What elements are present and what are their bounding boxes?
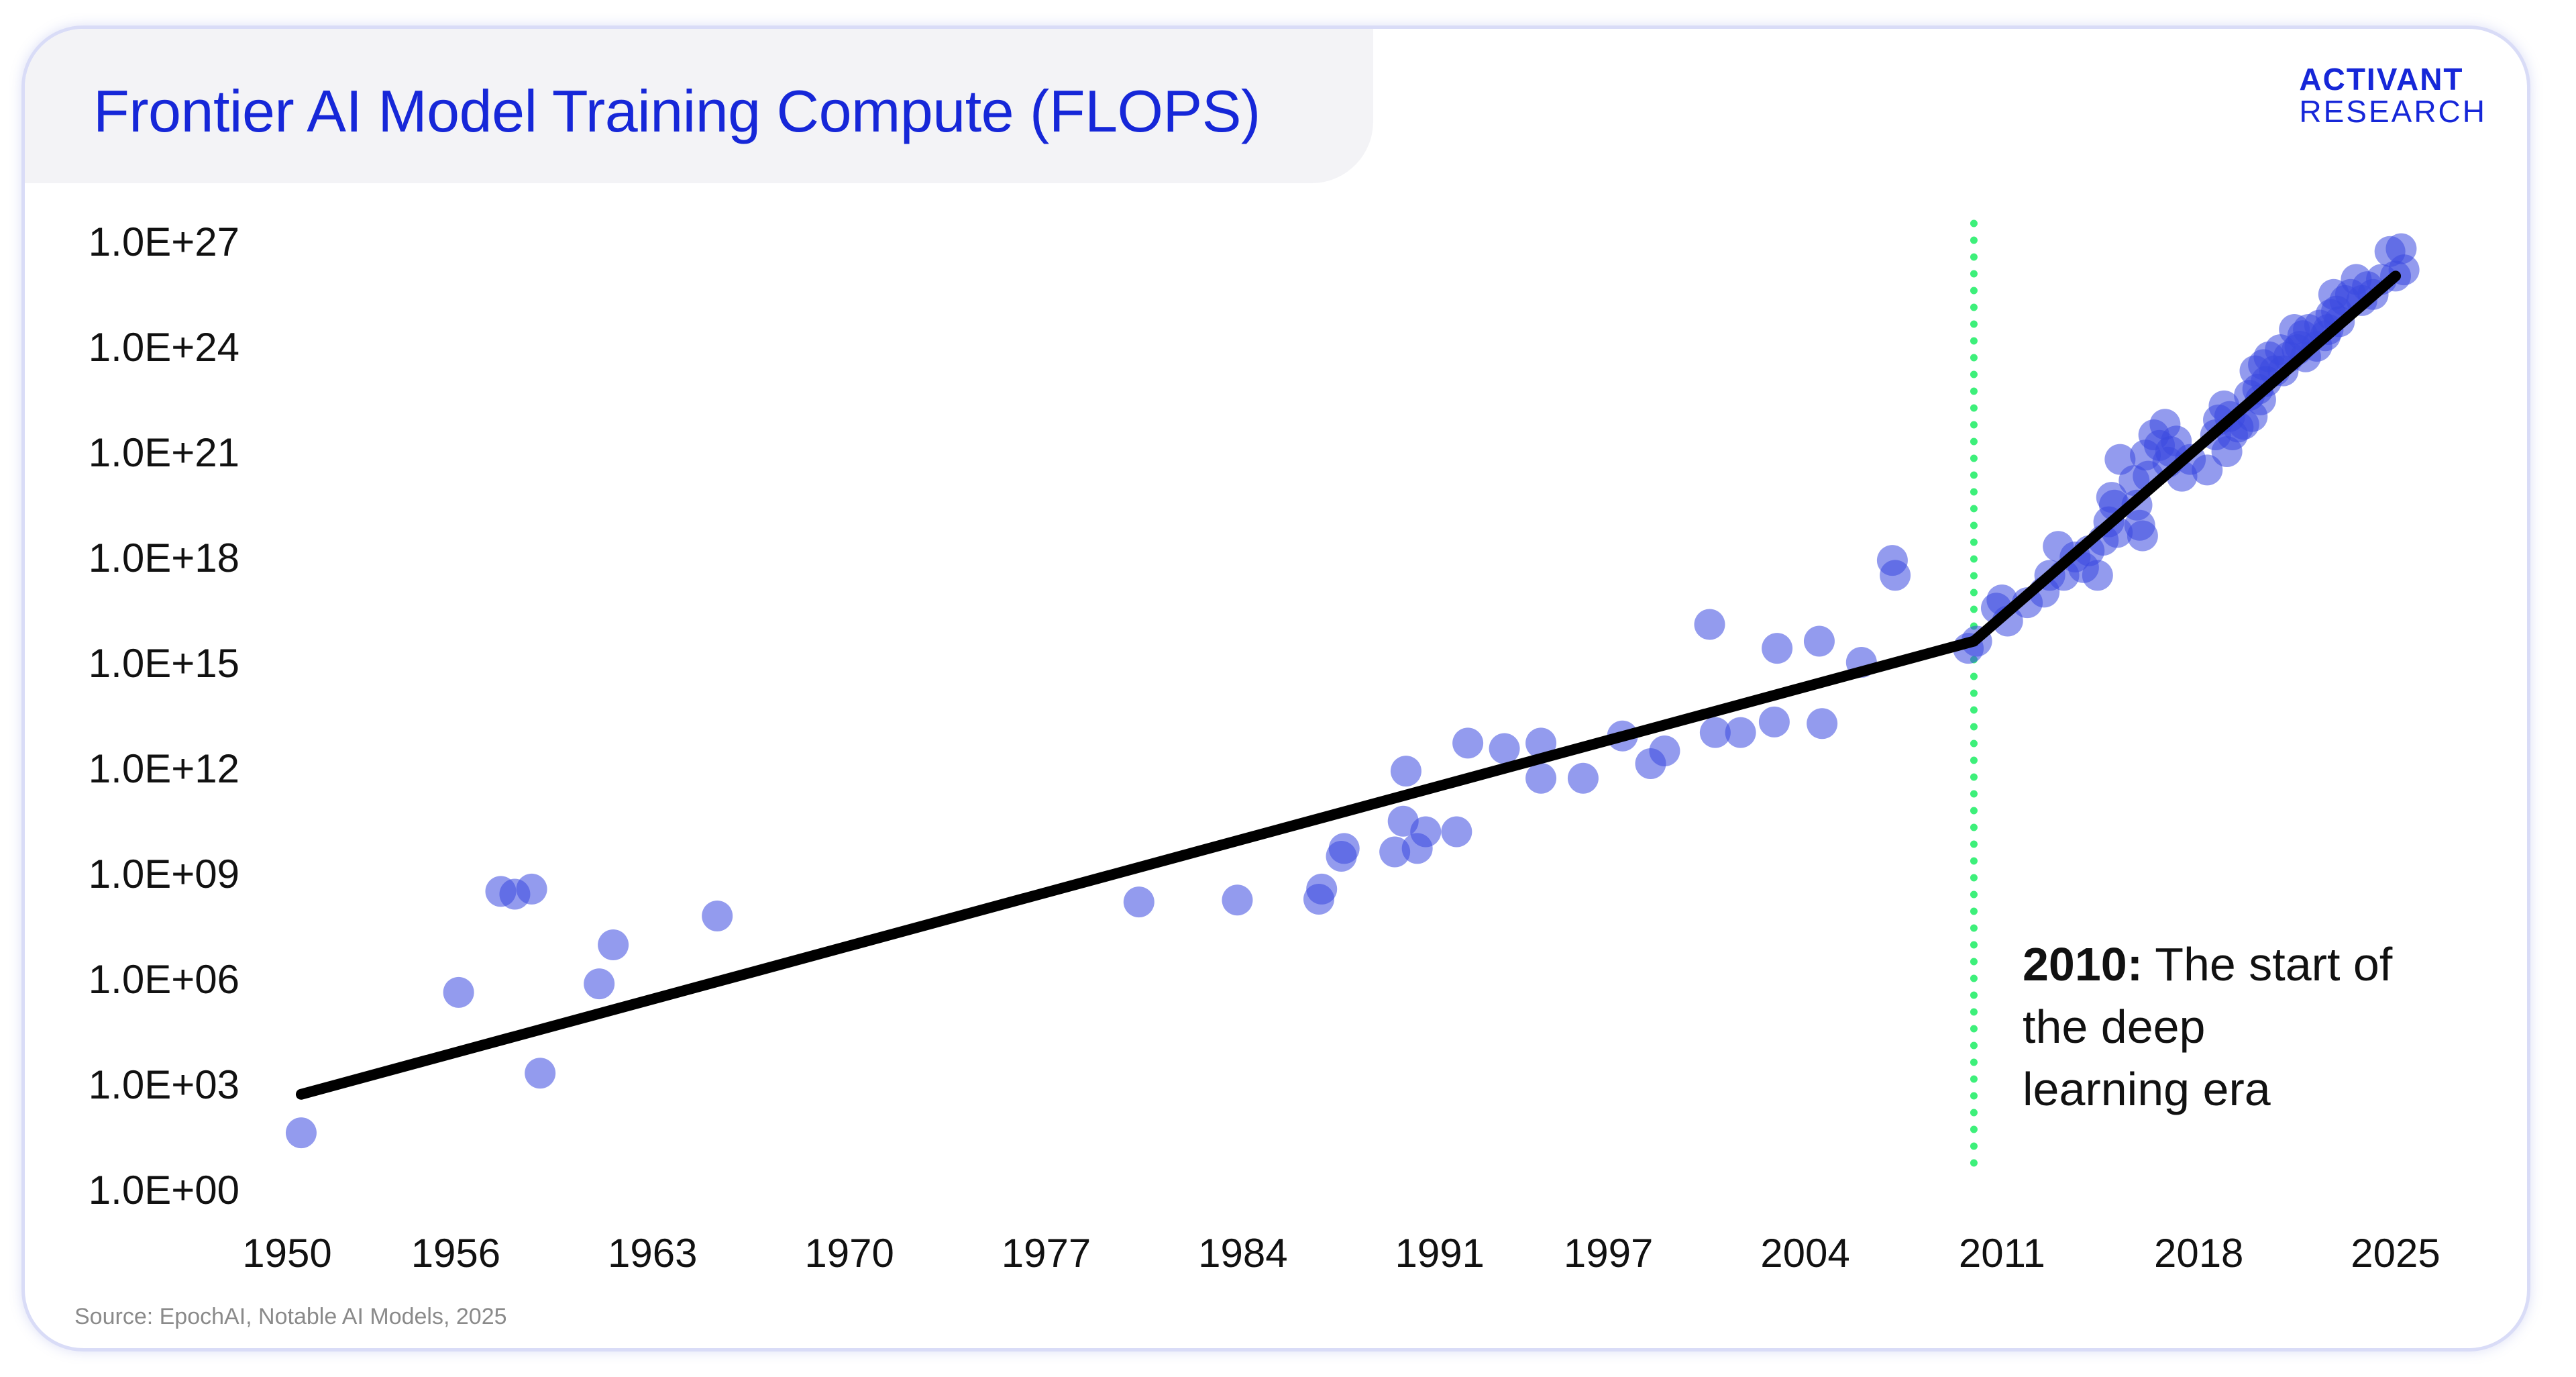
data-point <box>516 873 547 905</box>
data-point <box>1725 717 1756 748</box>
data-point <box>1803 625 1835 657</box>
data-point <box>1758 706 1790 737</box>
chart-title: Frontier AI Model Training Compute (FLOP… <box>93 78 1260 144</box>
y-tick-label: 1.0E+15 <box>89 641 239 686</box>
annotation-line-1: 2010: The start of <box>2023 938 2393 990</box>
data-point <box>1699 717 1731 748</box>
data-point <box>1222 884 1253 916</box>
data-point <box>1441 816 1472 848</box>
data-point <box>2192 454 2223 486</box>
scatter-chart: 1.0E+00 1.0E+03 1.0E+06 1.0E+09 1.0E+12 1.0E+… <box>89 219 2440 1276</box>
x-axis-ticks: 1950 1956 1963 1970 1977 1984 1991 1997 2004 2011… <box>242 1231 2440 1276</box>
data-point <box>2127 520 2158 552</box>
annotation-line-2: the deep <box>2023 1001 2205 1053</box>
data-point <box>1452 727 1484 759</box>
y-tick-label: 1.0E+03 <box>89 1062 239 1107</box>
data-point <box>525 1058 556 1089</box>
data-point <box>285 1117 317 1149</box>
x-tick-label: 2018 <box>2154 1231 2243 1276</box>
data-point <box>1807 708 1838 740</box>
data-point <box>1762 633 1793 664</box>
x-tick-label: 1956 <box>411 1231 500 1276</box>
data-point <box>1694 609 1725 640</box>
y-tick-label: 1.0E+09 <box>89 852 239 897</box>
x-tick-label: 1991 <box>1395 1231 1484 1276</box>
trend-lines <box>295 270 2402 1100</box>
title-tab: Frontier AI Model Training Compute (FLOP… <box>25 29 1373 183</box>
x-tick-label: 1977 <box>1002 1231 1091 1276</box>
logo-line-2: RESEARCH <box>2299 94 2487 129</box>
data-point <box>584 968 615 1000</box>
data-point <box>1306 873 1338 905</box>
x-tick-label: 1984 <box>1198 1231 1287 1276</box>
y-tick-label: 1.0E+06 <box>89 957 239 1002</box>
source-note: Source: EpochAI, Notable AI Models, 2025 <box>74 1304 507 1329</box>
data-point <box>443 976 474 1008</box>
data-point <box>1880 560 1911 591</box>
trend-line <box>295 635 1980 1100</box>
data-point <box>1123 886 1155 918</box>
y-tick-label: 1.0E+24 <box>89 325 239 370</box>
x-tick-label: 2025 <box>2351 1231 2440 1276</box>
y-tick-label: 1.0E+18 <box>89 536 239 580</box>
annotation-year: 2010: <box>2023 938 2143 990</box>
y-tick-label: 1.0E+12 <box>89 746 239 791</box>
logo-line-1: ACTIVANT <box>2299 62 2464 97</box>
data-point <box>1567 762 1599 794</box>
y-axis-ticks: 1.0E+00 1.0E+03 1.0E+06 1.0E+09 1.0E+12 1.0E+… <box>89 219 239 1213</box>
x-tick-label: 2004 <box>1760 1231 1849 1276</box>
annotation: 2010: The start of the deep learning era <box>2023 938 2393 1115</box>
trend-line <box>1968 270 2402 647</box>
annotation-line-3: learning era <box>2023 1063 2271 1115</box>
data-point <box>702 900 733 931</box>
data-point <box>1525 762 1557 794</box>
data-point <box>1410 816 1442 848</box>
x-tick-label: 2011 <box>1959 1231 2045 1276</box>
x-tick-label: 1997 <box>1564 1231 1653 1276</box>
chart-card: Frontier AI Model Training Compute (FLOP… <box>21 26 2530 1352</box>
x-tick-label: 1970 <box>804 1231 894 1276</box>
data-point <box>1390 756 1421 787</box>
data-point <box>2082 560 2113 591</box>
x-tick-label: 1950 <box>242 1231 331 1276</box>
annotation-text: The start of <box>2143 938 2393 990</box>
data-point <box>1489 733 1520 764</box>
y-tick-label: 1.0E+21 <box>89 430 239 475</box>
data-points <box>285 233 2420 1149</box>
data-point <box>598 929 629 961</box>
data-point <box>1649 735 1680 767</box>
y-tick-label: 1.0E+27 <box>89 219 239 264</box>
y-tick-label: 1.0E+00 <box>89 1168 239 1213</box>
brand-logo: ACTIVANT RESEARCH <box>2299 64 2487 128</box>
x-tick-label: 1963 <box>608 1231 697 1276</box>
data-point <box>1328 833 1360 864</box>
